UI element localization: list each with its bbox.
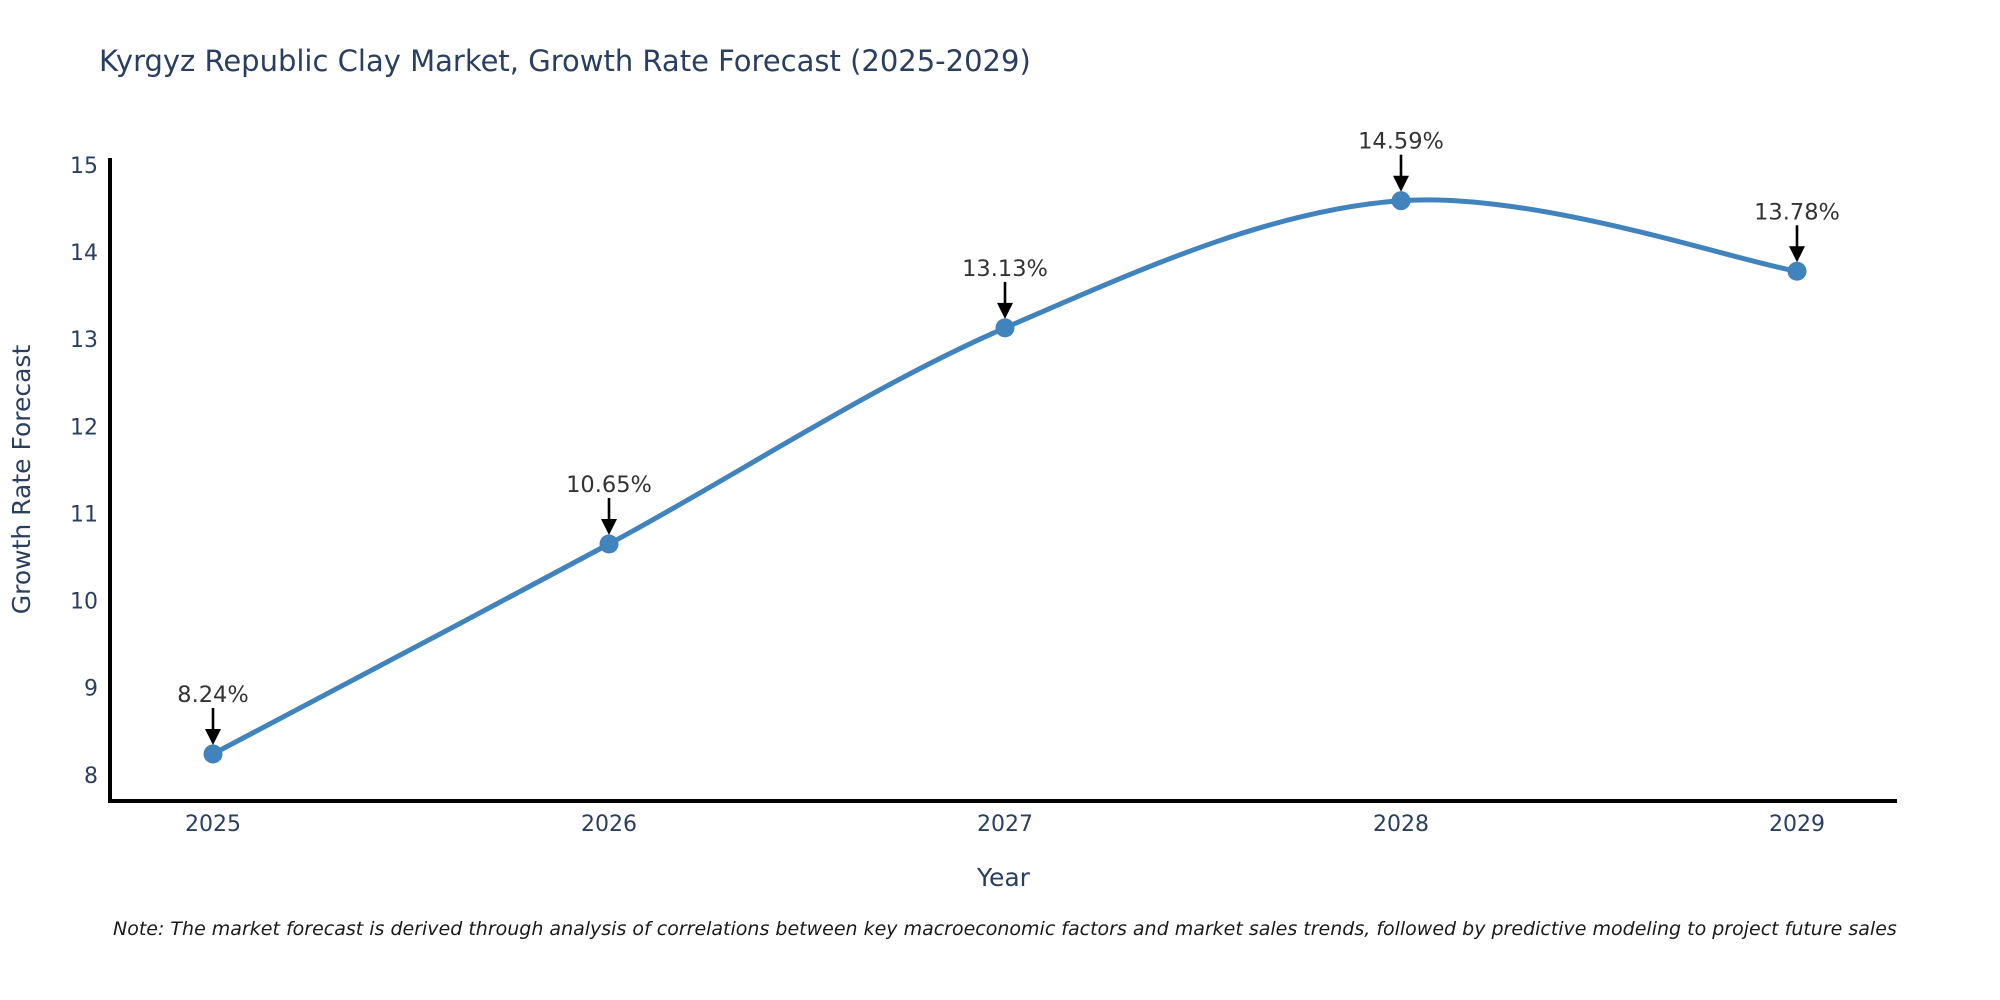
x-tick-label: 2026 <box>581 812 637 837</box>
annotation-arrow-head <box>1393 175 1409 192</box>
annotation-label: 14.59% <box>1358 129 1444 155</box>
y-axis-title: Growth Rate Forecast <box>7 345 36 615</box>
data-point-marker <box>1787 261 1807 281</box>
chart-title: Kyrgyz Republic Clay Market, Growth Rate… <box>99 44 1031 78</box>
annotation-label: 13.13% <box>962 256 1048 282</box>
x-tick-label: 2027 <box>977 812 1033 837</box>
footnote: Note: The market forecast is derived thr… <box>113 918 1897 940</box>
y-tick-label: 10 <box>70 590 98 615</box>
annotation-label: 13.78% <box>1754 199 1840 225</box>
annotation-arrow-head <box>205 728 221 745</box>
x-tick-label: 2028 <box>1373 812 1429 837</box>
y-tick-label: 13 <box>70 328 98 353</box>
annotation-arrow-head <box>601 518 617 535</box>
data-point-marker <box>995 318 1015 338</box>
annotation-arrow-head <box>997 302 1013 319</box>
data-point-marker <box>599 534 619 554</box>
x-axis-title: Year <box>976 863 1031 892</box>
annotation-label: 10.65% <box>566 472 652 498</box>
y-tick-label: 14 <box>70 241 98 266</box>
y-tick-label: 9 <box>84 677 98 702</box>
x-tick-label: 2025 <box>185 812 241 837</box>
data-point-marker <box>1391 191 1411 211</box>
annotation-arrow-head <box>1789 246 1805 263</box>
y-tick-label: 12 <box>70 415 98 440</box>
y-tick-label: 15 <box>70 154 98 179</box>
annotation-label: 8.24% <box>177 682 248 708</box>
y-tick-label: 8 <box>84 764 98 789</box>
y-tick-label: 11 <box>70 502 98 527</box>
data-point-marker <box>203 744 223 764</box>
x-tick-label: 2029 <box>1769 812 1825 837</box>
